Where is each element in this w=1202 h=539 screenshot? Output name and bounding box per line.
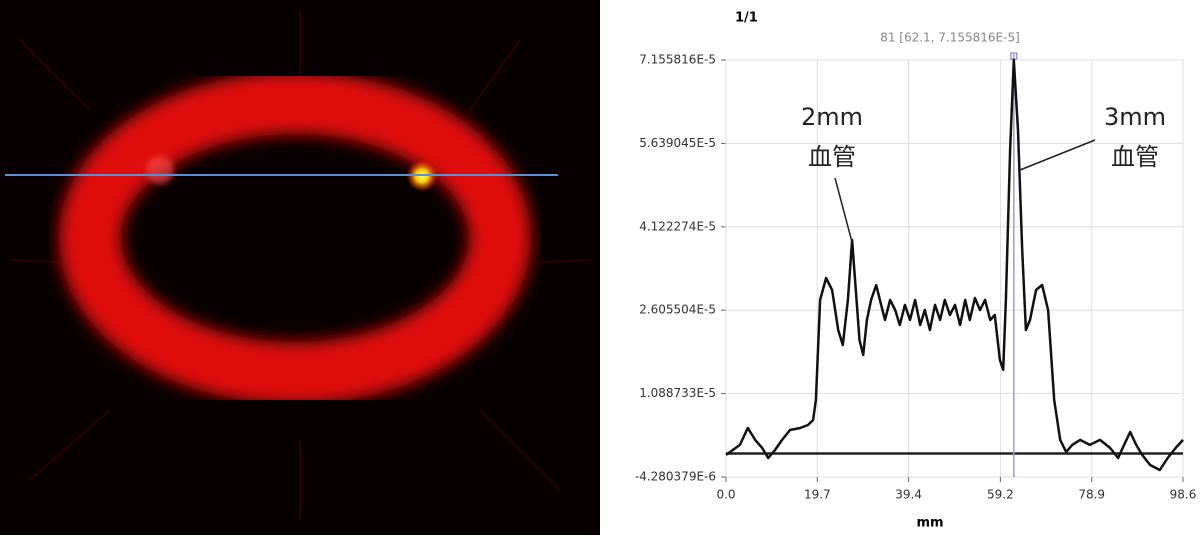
chart-title: 1/1 [735, 11, 758, 26]
y-tick-label: -4.280379E-6 [635, 470, 716, 484]
x-tick-label: 39.4 [895, 488, 922, 502]
x-tick-label: 0.0 [716, 488, 735, 502]
x-tick-label: 59.2 [987, 488, 1014, 502]
y-tick-label: 4.122274E-5 [639, 219, 716, 233]
annotation-leader [1019, 139, 1096, 171]
y-tick-label: 2.605504E-5 [639, 303, 716, 317]
image-noise [9, 10, 591, 520]
annotation: 血管 [808, 143, 856, 171]
y-tick-label: 7.155816E-5 [639, 53, 716, 67]
plot-area [725, 59, 1184, 478]
ring [59, 72, 531, 404]
y-tick-label: 1.088733E-5 [639, 386, 716, 400]
annotation-leader [834, 177, 853, 243]
annotation: 血管 [1111, 143, 1159, 171]
x-tick-label: 98.6 [1170, 488, 1197, 502]
y-tick-label: 5.639045E-5 [639, 136, 716, 150]
annotation: 2mm [801, 103, 863, 131]
annotation: 3mm [1104, 103, 1166, 131]
cursor-label: 81 [62.1, 7.155816E-5] [880, 31, 1020, 45]
small-vessel [146, 156, 174, 184]
image-panel [0, 0, 600, 535]
x-tick-label: 19.7 [804, 488, 831, 502]
x-tick-label: 78.9 [1078, 488, 1105, 502]
x-axis-label: mm [916, 516, 943, 531]
profile-curve [725, 58, 1184, 472]
